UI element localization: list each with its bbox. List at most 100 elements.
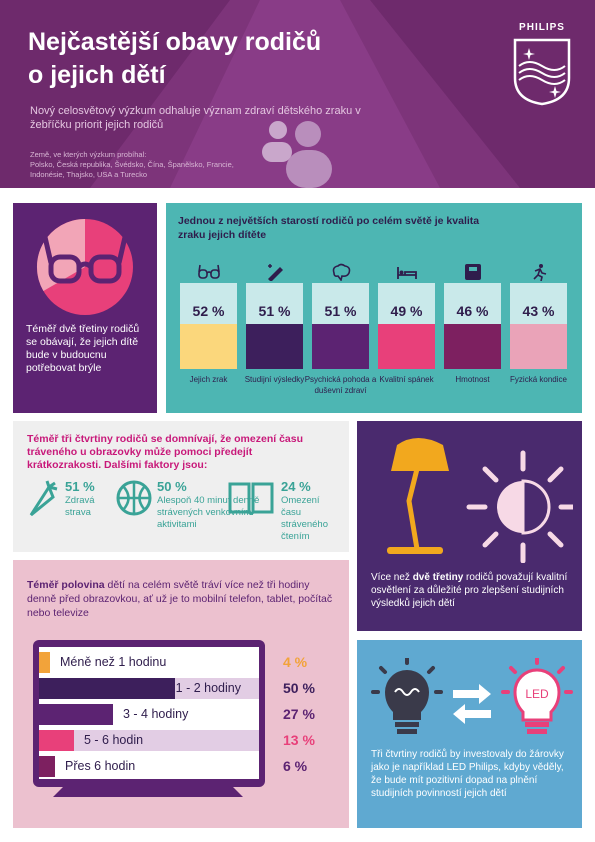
- carrot-icon: [29, 480, 58, 517]
- stat-reading-desc: Omezení času stráveného čtením: [281, 495, 329, 542]
- concerns-chart-panel: Jednou z největších starostí rodičů po c…: [166, 203, 582, 413]
- screen-hours-heading-bold: Téměř polovina: [27, 579, 105, 591]
- glasses-pie-icon: [36, 218, 133, 315]
- philips-logo: PHILIPS: [505, 22, 579, 106]
- page-title: Nejčastější obavy rodičů o jejich dětí: [28, 26, 448, 92]
- light-beam-decoration: [90, 0, 520, 188]
- concern-pct: 51 %: [258, 303, 291, 319]
- runner-icon: [528, 263, 550, 282]
- concern-bar-bg: [510, 283, 567, 324]
- screen-hours-label: Méně než 1 hodinu: [60, 655, 167, 669]
- concern-bar-bg: [246, 283, 303, 324]
- concern-bar-bg: [444, 283, 501, 324]
- concern-bar-fill: [246, 324, 303, 369]
- screen-hours-row: 5 - 6 hodin: [39, 730, 259, 751]
- philips-shield-icon: [513, 38, 571, 106]
- stat-outdoor-pct: 50 %: [157, 479, 187, 494]
- screen-hours-label: Přes 6 hodin: [65, 759, 136, 773]
- lighting-text-pre: Více než: [371, 572, 413, 583]
- concern-bar-bg: [378, 283, 435, 324]
- concern-pct: 43 %: [522, 303, 555, 319]
- tv-screen: Méně než 1 hodinu 1 - 2 hodiny 3 - 4 hodin…: [39, 647, 259, 779]
- screen-hours-row: Přes 6 hodin: [39, 756, 259, 777]
- screen-hours-bar: [39, 730, 74, 751]
- led-panel: LED Tři čtvrtiny rodičů by investovaly d…: [357, 640, 582, 828]
- arrows-swap-icon: [453, 684, 491, 724]
- concern-bar-fill: [312, 324, 369, 369]
- concern-label: Studijní výsledky: [244, 375, 305, 384]
- screen-hours-heading: Téměř polovina dětí na celém světě tráví…: [27, 578, 337, 620]
- lighting-panel: Více než dvě třetiny rodičů považují kva…: [357, 421, 582, 631]
- book-icon: [228, 482, 274, 515]
- bulbs-illustration: LED: [371, 658, 573, 734]
- countries-label: Země, ve kterých výzkum probíhal:: [30, 150, 147, 159]
- concern-bar-bg: [180, 283, 237, 324]
- scale-icon: [462, 263, 484, 281]
- concern-pct: 49 %: [390, 303, 423, 319]
- concern-label: Fyzická kondice: [510, 375, 567, 384]
- screen-hours-row: 1 - 2 hodiny: [39, 678, 259, 699]
- lighting-text-post: rodičů považují kvalitní osvětlení za dů…: [371, 572, 568, 609]
- screen-hours-bar: [39, 704, 113, 725]
- desk-lamp-icon: [387, 438, 573, 563]
- header-banner: Nejčastější obavy rodičů o jejich dětí N…: [0, 0, 595, 188]
- tv-stand: [53, 787, 243, 797]
- led-label: LED: [525, 687, 549, 701]
- glasses-concern-panel: Téměř dvě třetiny rodičů se obávají, že …: [13, 203, 157, 413]
- countries-note: Země, ve kterých výzkum probíhal: Polsko…: [30, 150, 260, 180]
- screen-hours-bar: [39, 678, 175, 699]
- glasses-concern-text: Téměř dvě třetiny rodičů se obávají, že …: [26, 323, 140, 374]
- pen-icon: [264, 263, 286, 282]
- concern-pct: 46 %: [456, 303, 489, 319]
- screen-hours-pct: 13 %: [283, 732, 315, 748]
- concern-label: Jejich zrak: [189, 375, 228, 384]
- glasses-icon: [198, 263, 220, 281]
- screen-hours-label: 1 - 2 hodiny: [175, 681, 241, 695]
- ball-icon: [116, 480, 152, 516]
- screen-hours-panel: Téměř polovina dětí na celém světě tráví…: [13, 560, 349, 828]
- lighting-text: Více než dvě třetiny rodičů považují kva…: [371, 571, 576, 610]
- brain-icon: [330, 263, 352, 282]
- stat-diet-pct: 51 %: [65, 479, 95, 494]
- led-bulb-icon: LED: [501, 658, 573, 734]
- stat-reading-pct: 24 %: [281, 479, 311, 494]
- subtitle: Nový celosvětový výzkum odhaluje význam …: [30, 105, 361, 131]
- stat-outdoor-desc: Alespoň 40 minut denně strávených venkov…: [157, 495, 260, 530]
- concern-label: Psychická pohoda a duševní zdraví: [304, 375, 377, 395]
- screen-hours-row: Méně než 1 hodinu: [39, 652, 259, 673]
- screen-hours-row: 3 - 4 hodiny: [39, 704, 259, 725]
- concern-bar-fill: [444, 324, 501, 369]
- tv-frame: Méně než 1 hodinu 1 - 2 hodiny 3 - 4 hodin…: [33, 640, 265, 787]
- brand-name: PHILIPS: [519, 22, 565, 33]
- bed-icon: [396, 263, 418, 281]
- concerns-heading: Jednou z největších starostí rodičů po c…: [178, 215, 480, 241]
- parents-silhouette-icon: [262, 121, 332, 188]
- screen-hours-pct: 50 %: [283, 680, 315, 696]
- concern-bar-fill: [180, 324, 237, 369]
- screen-hours-heading-rest: dětí na celém světě tráví více než tři h…: [27, 579, 333, 619]
- title-line-1: Nejčastější obavy rodičů: [28, 28, 322, 56]
- lighting-text-bold: dvě třetiny: [412, 572, 464, 583]
- concern-pct: 51 %: [324, 303, 357, 319]
- concern-bar-bg: [312, 283, 369, 324]
- sun-half-icon: [466, 450, 573, 563]
- screen-hours-pct: 6 %: [283, 758, 308, 774]
- screen-hours-label: 5 - 6 hodin: [84, 733, 144, 747]
- concern-pct: 52 %: [192, 303, 225, 319]
- concern-bar-fill: [510, 324, 567, 369]
- stat-diet-desc: Zdravá strava: [65, 495, 95, 518]
- concern-bar-fill: [378, 324, 435, 369]
- countries-list: Polsko, Česká republika, Švédsko, Čína, …: [30, 160, 234, 179]
- myopia-factors-heading: Téměř tři čtvrtiny rodičů se domnívají, …: [27, 433, 304, 471]
- screen-hours-pct: 27 %: [283, 706, 315, 722]
- screen-hours-bar: [39, 756, 55, 777]
- screen-hours-label: 3 - 4 hodiny: [123, 707, 189, 721]
- concern-label: Kvalitní spánek: [379, 375, 434, 384]
- title-line-2: o jejich dětí: [28, 61, 166, 89]
- myopia-factors-panel: Téměř tři čtvrtiny rodičů se domnívají, …: [13, 421, 349, 552]
- screen-hours-bar: [39, 652, 50, 673]
- screen-hours-pct: 4 %: [283, 654, 308, 670]
- concern-label: Hmotnost: [455, 375, 490, 384]
- incandescent-bulb-icon: [371, 658, 443, 734]
- led-text: Tři čtvrtiny rodičů by investovaly do žá…: [371, 749, 564, 799]
